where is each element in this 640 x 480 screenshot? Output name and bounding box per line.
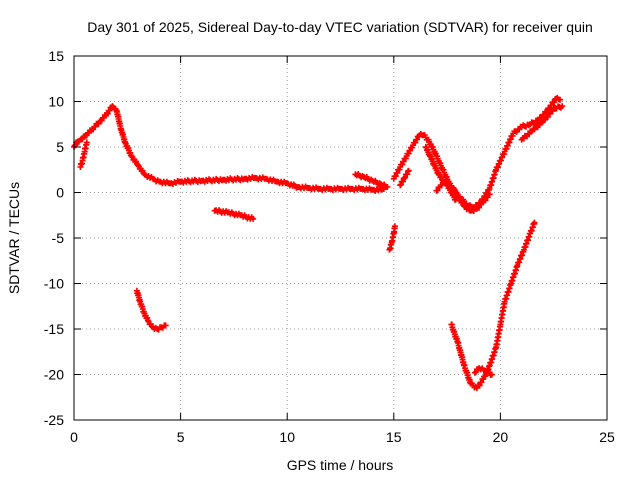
series-arc-2 [77, 139, 90, 170]
axis-ticks [73, 55, 608, 421]
x-tick-label: 15 [386, 429, 402, 445]
x-axis-label: GPS time / hours [287, 457, 394, 473]
x-tick-label: 5 [177, 429, 185, 445]
x-tick-label: 0 [70, 429, 78, 445]
y-tick-label: 10 [48, 94, 64, 110]
series-markers [352, 171, 391, 190]
y-tick-label: -25 [44, 412, 64, 428]
series-arc-5 [133, 287, 169, 333]
series-arc-4 [211, 207, 257, 222]
series-markers [77, 139, 90, 170]
series-arc-12 [448, 219, 538, 392]
y-tick-label: 15 [48, 48, 64, 64]
y-tick-label: 5 [56, 139, 64, 155]
series-markers [448, 219, 538, 392]
data-points [71, 94, 566, 392]
series-markers [471, 365, 495, 378]
series-arc-11 [450, 185, 493, 214]
x-tick-labels: 0 5 10 15 20 25 [70, 429, 615, 445]
series-markers [397, 167, 412, 189]
y-axis-label: SDTVAR / TECUs [6, 182, 22, 294]
series-markers [433, 178, 453, 194]
series-markers [518, 103, 566, 143]
series-arc-8 [397, 167, 412, 189]
series-arc-3 [352, 171, 391, 190]
chart-title: Day 301 of 2025, Sidereal Day-to-day VTE… [87, 19, 593, 35]
x-tick-label: 25 [599, 429, 615, 445]
series-markers [450, 185, 493, 214]
y-tick-labels: -25 -20 -15 -10 -5 0 5 10 15 [44, 48, 64, 428]
series-arc-13 [471, 365, 495, 378]
series-markers [133, 287, 169, 333]
series-arc-14 [518, 103, 566, 143]
y-tick-label: -20 [44, 367, 64, 383]
series-arc-10 [433, 178, 453, 194]
x-tick-label: 10 [279, 429, 295, 445]
series-markers [211, 207, 257, 222]
y-tick-label: 0 [56, 185, 64, 201]
y-tick-label: -15 [44, 321, 64, 337]
y-tick-label: -5 [52, 230, 65, 246]
x-tick-label: 20 [493, 429, 509, 445]
y-tick-label: -10 [44, 276, 64, 292]
series-markers [386, 223, 398, 253]
series-arc-6 [386, 223, 398, 253]
